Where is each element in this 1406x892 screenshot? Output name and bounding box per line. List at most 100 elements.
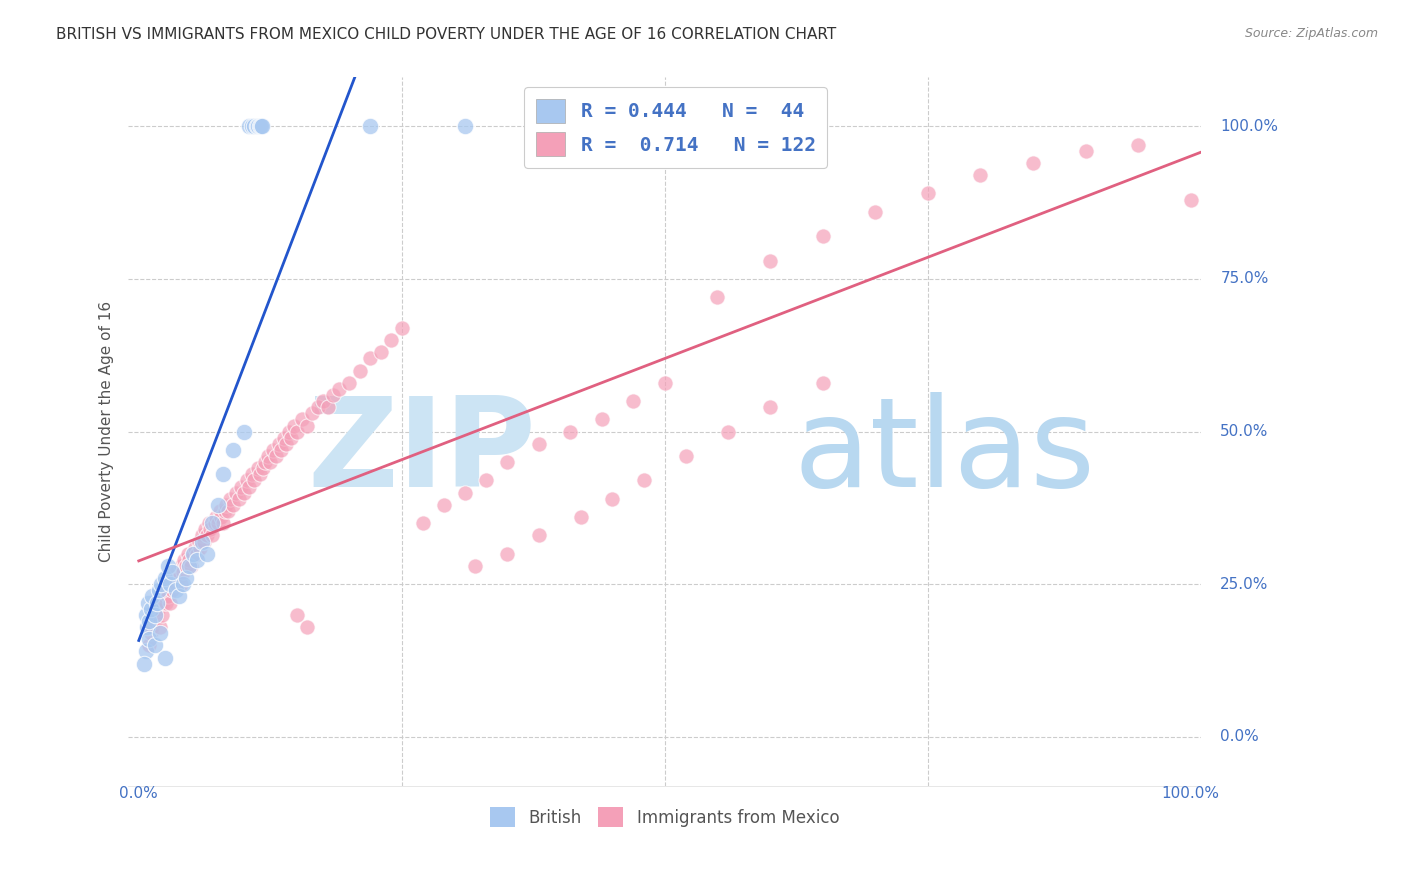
Point [132,657,155,671]
Point [246,120,269,134]
Point [222,498,245,512]
Point [143,607,166,622]
Point [214,504,236,518]
Point [159,577,181,591]
Text: 25.0%: 25.0% [1220,577,1268,591]
Point [204,516,226,531]
Point [527,437,550,451]
Text: atlas: atlas [793,392,1095,514]
Point [1128,137,1150,152]
Point [194,522,217,536]
Point [249,120,271,134]
Point [242,467,264,482]
Point [412,516,434,531]
Point [177,547,200,561]
Point [141,620,163,634]
Point [249,467,271,482]
Point [141,626,163,640]
Point [238,120,260,134]
Point [135,607,157,622]
Point [243,120,266,134]
Point [569,510,592,524]
Point [186,547,208,561]
Point [270,442,292,457]
Point [172,565,194,579]
Point [162,583,184,598]
Point [285,607,308,622]
Point [274,437,297,451]
Point [654,376,676,390]
Point [717,425,740,439]
Point [152,596,174,610]
Point [157,590,180,604]
Point [174,571,197,585]
Point [278,425,301,439]
Point [141,601,163,615]
Point [863,204,886,219]
Point [183,547,205,561]
Point [252,461,274,475]
Text: 75.0%: 75.0% [1220,271,1268,286]
Point [245,120,267,134]
Point [195,528,218,542]
Text: 0.0%: 0.0% [120,786,157,801]
Point [706,290,728,304]
Point [264,449,287,463]
Point [249,120,271,134]
Point [207,498,229,512]
Point [1022,156,1045,170]
Text: BRITISH VS IMMIGRANTS FROM MEXICO CHILD POVERTY UNDER THE AGE OF 16 CORRELATION : BRITISH VS IMMIGRANTS FROM MEXICO CHILD … [56,27,837,42]
Point [307,400,329,414]
Point [267,437,290,451]
Text: Source: ZipAtlas.com: Source: ZipAtlas.com [1244,27,1378,40]
Point [170,558,193,573]
Point [204,510,226,524]
Point [675,449,697,463]
Point [198,516,221,531]
Point [183,541,205,555]
Point [283,418,305,433]
Point [259,455,281,469]
Point [186,553,208,567]
Point [328,382,350,396]
Point [475,474,498,488]
Point [153,590,176,604]
Point [359,351,381,366]
Point [236,474,259,488]
Point [195,547,218,561]
Point [527,528,550,542]
Point [179,558,201,573]
Point [1180,193,1202,207]
Point [391,320,413,334]
Point [167,571,190,585]
Point [149,596,172,610]
Point [165,577,187,591]
Point [180,558,202,573]
Point [600,491,623,506]
Point [193,534,215,549]
Point [246,461,269,475]
Point [621,394,644,409]
Point [146,601,169,615]
Point [138,638,160,652]
Point [148,583,170,598]
Point [917,186,939,201]
Point [496,455,519,469]
Point [285,425,308,439]
Point [316,400,339,414]
Text: 100.0%: 100.0% [1161,786,1220,801]
Point [322,388,344,402]
Point [228,491,250,506]
Point [464,558,486,573]
Point [165,583,187,598]
Point [153,571,176,585]
Point [209,510,232,524]
Point [253,455,276,469]
Point [136,620,159,634]
Point [187,534,209,549]
Point [262,442,284,457]
Point [1074,144,1097,158]
Point [191,534,214,549]
Point [212,516,235,531]
Point [167,590,190,604]
